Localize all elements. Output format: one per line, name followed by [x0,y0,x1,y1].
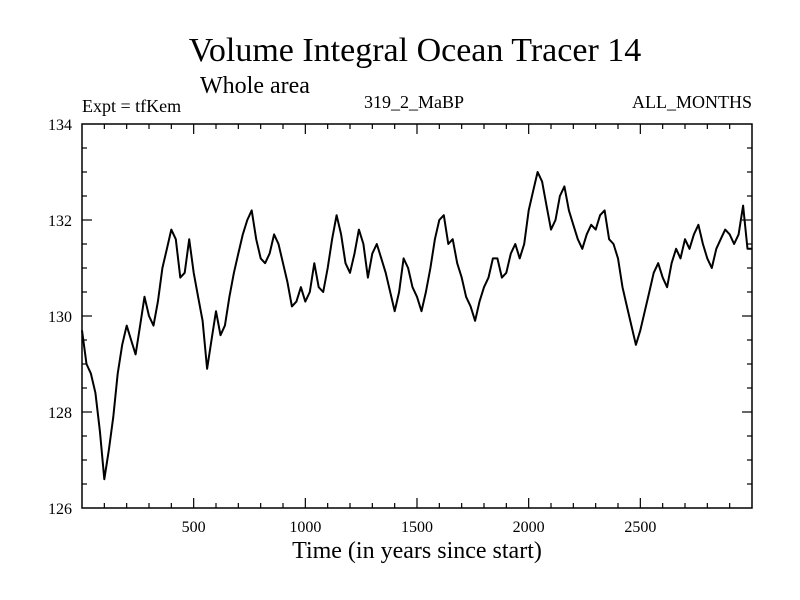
x-axis-label: Time (in years since start) [292,538,542,564]
x-axis: 500 1000 1500 2000 2500 [103,124,731,536]
y-tick-label: 126 [48,501,72,518]
chart-subtitle: Whole area [200,73,310,99]
x-tick-label: 500 [182,519,206,536]
y-tick-label: 130 [48,309,72,326]
experiment-label: Expt = tfKem [82,96,181,116]
y-tick-label: 128 [48,405,72,422]
months-label: ALL_MONTHS [632,92,752,112]
x-tick-label: 1500 [401,519,433,536]
y-tick-label: 134 [48,117,72,134]
run-label: 319_2_MaBP [364,92,464,112]
plot-frame [81,123,753,509]
x-tick-label: 2500 [624,519,656,536]
y-tick-label: 132 [48,213,72,230]
y-axis: 126 128 130 132 134 [48,117,752,518]
x-tick-label: 2000 [513,519,545,536]
x-tick-label: 1000 [289,519,321,536]
chart-title: Volume Integral Ocean Tracer 14 [189,32,642,69]
series-line [81,171,752,481]
